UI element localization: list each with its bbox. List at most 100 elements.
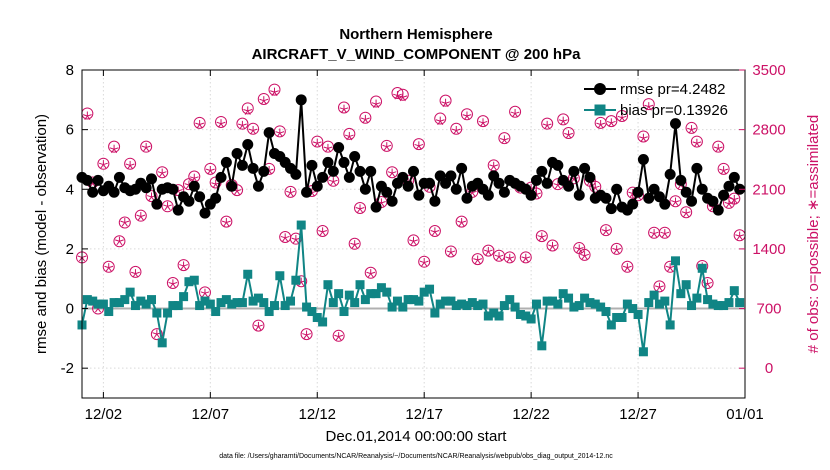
x-tick-label: 12/12 — [298, 406, 336, 423]
obs-possible-point — [118, 216, 131, 229]
bias-point — [580, 293, 590, 303]
rmse-point — [429, 195, 441, 207]
bias-point — [735, 298, 745, 308]
obs-possible-point — [658, 226, 671, 239]
bias-point — [719, 301, 729, 311]
obs-possible-point — [717, 162, 730, 175]
rmse-point — [322, 156, 334, 168]
obs-possible-point — [557, 113, 570, 126]
bias-point — [82, 295, 92, 305]
obs-possible-point — [300, 328, 313, 341]
obs-assimilated-point — [275, 128, 285, 137]
obs-assimilated-point — [195, 120, 205, 129]
x-axis-label: Dec.01,2014 00:00:00 start — [326, 428, 508, 445]
rmse-point — [669, 118, 681, 130]
obs-assimilated-point — [451, 125, 461, 135]
bias-point — [403, 295, 413, 305]
obs-possible-point — [621, 260, 634, 273]
bias-point — [687, 301, 697, 311]
obs-possible-point — [477, 115, 490, 128]
bias-point — [606, 320, 616, 330]
obs-assimilated-point — [441, 98, 451, 108]
obs-assimilated-point — [109, 144, 119, 154]
obs-assimilated-point — [638, 133, 648, 143]
bias-point — [542, 296, 552, 306]
bias-point — [425, 284, 435, 294]
legend-bias-label: bias pr=0.13926 — [620, 102, 728, 119]
obs-assimilated-point — [104, 263, 114, 272]
rmse-point — [92, 174, 104, 186]
bias-point — [569, 302, 579, 312]
rmse-point — [643, 192, 655, 204]
obs-assimilated-point — [687, 125, 696, 134]
rmse-point — [301, 186, 313, 198]
obs-assimilated-point — [537, 232, 547, 241]
bias-point — [515, 310, 525, 320]
rmse-point — [637, 153, 649, 165]
bias-point — [596, 302, 606, 312]
rmse-point — [568, 165, 580, 177]
obs-possible-point — [712, 140, 725, 153]
obs-assimilated-point — [339, 104, 349, 114]
obs-possible-point — [359, 111, 372, 124]
rmse-point — [397, 171, 409, 183]
obs-assimilated-point — [350, 240, 360, 249]
rmse-point — [659, 198, 671, 210]
bias-point — [275, 271, 285, 281]
y-right-tick-label: 700 — [756, 301, 781, 318]
bias-point — [489, 308, 499, 318]
rmse-point — [231, 147, 243, 159]
rmse-point — [311, 180, 323, 192]
rmse-point — [81, 174, 93, 186]
bias-point — [120, 295, 130, 305]
bias-point — [617, 312, 627, 322]
obs-possible-point — [412, 138, 425, 151]
rmse-point — [541, 177, 553, 189]
rmse-point — [450, 183, 462, 195]
rmse-point — [579, 162, 591, 174]
rmse-point — [552, 159, 564, 171]
obs-possible-point — [166, 276, 179, 289]
rmse-point — [365, 165, 377, 177]
obs-assimilated-point — [457, 217, 467, 227]
bias-point — [398, 302, 408, 312]
obs-assimilated-point — [510, 108, 520, 118]
rmse-point — [172, 204, 184, 216]
bias-point — [462, 301, 472, 311]
obs-possible-point — [728, 192, 741, 205]
obs-possible-point — [439, 94, 452, 107]
bias-point — [286, 296, 296, 306]
legend-rmse-marker — [594, 83, 606, 95]
rmse-point — [627, 198, 639, 210]
rmse-point — [167, 183, 179, 195]
obs-possible-point — [145, 190, 158, 203]
obs-possible-point — [252, 319, 265, 332]
bias-point — [280, 301, 290, 311]
bias-point — [88, 296, 98, 306]
obs-possible-point — [535, 230, 548, 243]
obs-assimilated-point — [398, 92, 408, 102]
x-tick-label: 12/22 — [512, 406, 550, 423]
obs-possible-point — [134, 209, 147, 222]
rmse-point — [113, 171, 125, 183]
obs-possible-point — [605, 115, 618, 128]
obs-possible-point — [97, 157, 110, 170]
rmse-point — [525, 189, 537, 201]
rmse-point — [188, 180, 200, 192]
obs-possible-point — [460, 108, 473, 121]
bias-point — [130, 301, 140, 311]
obs-assimilated-point — [323, 143, 333, 153]
obs-possible-point — [102, 260, 115, 273]
obs-assimilated-point — [286, 188, 295, 197]
obs-possible-point — [546, 239, 559, 252]
obs-possible-point — [578, 248, 591, 261]
obs-possible-point — [450, 122, 463, 135]
obs-possible-point — [129, 265, 142, 278]
bias-point — [478, 299, 488, 309]
x-tick-label: 12/27 — [619, 406, 657, 423]
rmse-point — [707, 195, 719, 207]
obs-possible-point — [380, 139, 393, 152]
rmse-point — [295, 94, 307, 106]
obs-possible-point — [503, 251, 516, 264]
